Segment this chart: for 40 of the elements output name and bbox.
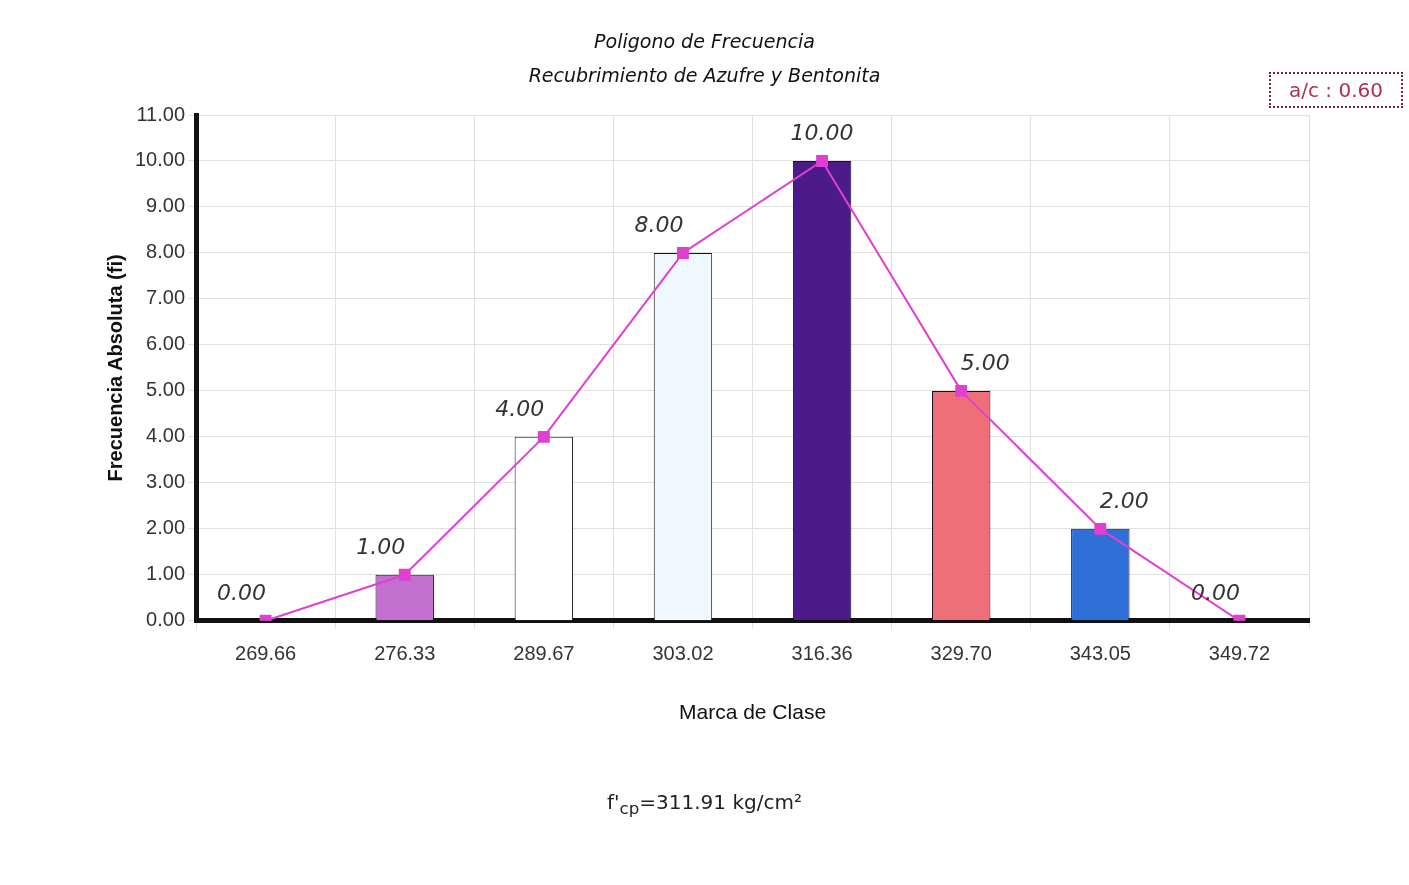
point (816, 155, 829, 167)
data-label: 0.00 (217, 579, 267, 605)
chart-subtitle: Recubrimiento de Azufre y Bentonita (528, 64, 881, 86)
y-tick-label: 9.00 (146, 194, 186, 217)
y-tick-label: 3.00 (146, 470, 186, 493)
point (537, 430, 550, 443)
x-tick-label: 269.66 (235, 642, 297, 665)
x-tick-label: 289.67 (513, 642, 575, 665)
data-label: 2.00 (1099, 487, 1149, 513)
y-tick-label: 7.00 (146, 286, 186, 309)
point (955, 384, 968, 397)
x-tick-label: 316.36 (791, 642, 853, 665)
x-axis-title: Marca de Clase (678, 700, 827, 724)
y-tick-label: 8.00 (146, 240, 186, 263)
data-label: 0.00 (1190, 579, 1240, 605)
data-label: 4.00 (495, 395, 545, 421)
x-tick-label: 303.02 (652, 642, 714, 665)
chart-title: Poligono de Frecuencia (593, 29, 816, 54)
data-label: 5.00 (960, 349, 1010, 375)
x-tick-label: 276.33 (374, 642, 436, 665)
point (1094, 522, 1107, 535)
point (677, 247, 689, 259)
text: a/c : 0.60 (1269, 72, 1403, 108)
y-tick-label: 4.00 (146, 424, 186, 447)
y-tick-label: 11.00 (136, 102, 186, 125)
x-tick-label: 349.72 (1208, 642, 1271, 665)
y-tick-label: 1.00 (146, 562, 186, 585)
data-label: 10.00 (790, 119, 854, 145)
x-tick-label: 343.05 (1069, 642, 1131, 665)
point (398, 568, 411, 581)
y-axis-title: Frecuencia Absoluta (fi) (103, 254, 126, 482)
data-label: 8.00 (634, 211, 684, 237)
y-tick-label: 0.00 (146, 608, 186, 631)
x-tick-label: 329.70 (930, 642, 992, 665)
data-label: 1.00 (356, 533, 406, 559)
y-tick-label: 6.00 (146, 332, 186, 355)
text: f'$_{cp}$=311.91 kg/cm² (606, 790, 803, 818)
y-tick-label: 10.00 (134, 148, 186, 171)
y-tick-label: 2.00 (146, 516, 186, 539)
y-tick-label: 5.00 (146, 378, 186, 401)
